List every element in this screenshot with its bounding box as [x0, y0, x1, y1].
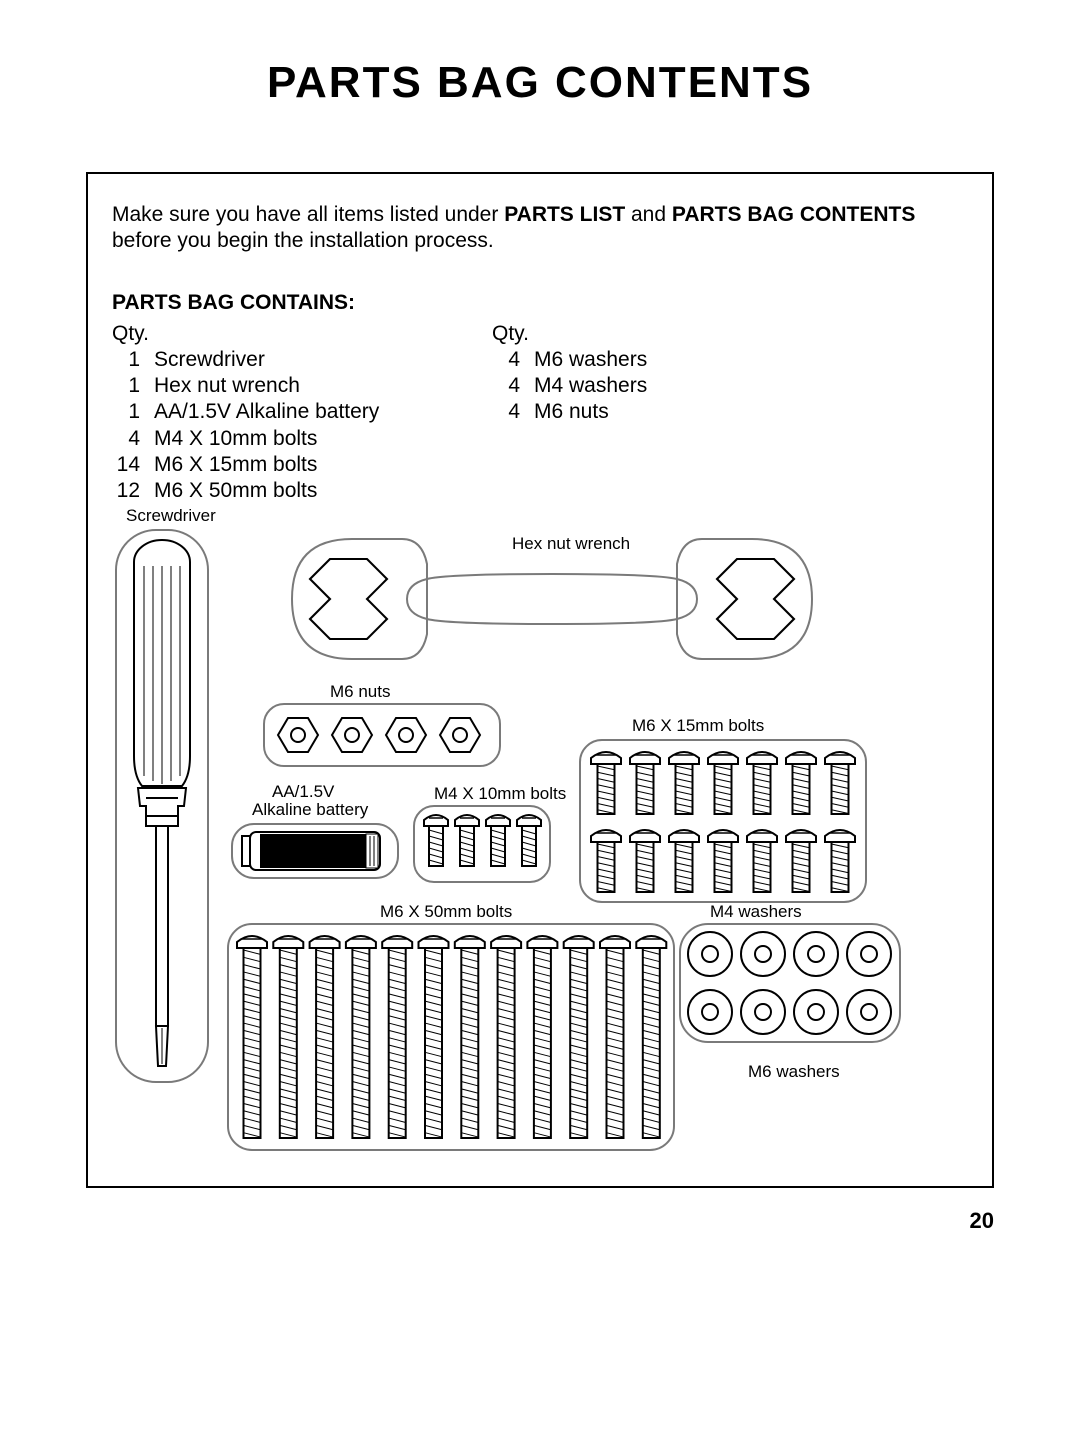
m6-50-bolts-icon — [226, 922, 676, 1152]
label-screwdriver: Screwdriver — [126, 506, 216, 526]
label-m4-bolts: M4 X 10mm bolts — [434, 784, 566, 804]
battery-icon — [230, 822, 400, 880]
label-m6-15-bolts: M6 X 15mm bolts — [632, 716, 764, 736]
page-number: 20 — [970, 1208, 994, 1234]
parts-col-1: Qty. 1Screwdriver 1Hex nut wrench 1AA/1.… — [112, 321, 492, 505]
list-item: 4M4 X 10mm bolts — [112, 426, 492, 452]
intro-mid: and — [625, 203, 672, 226]
list-item: 4M6 washers — [492, 347, 872, 373]
label-battery-2: Alkaline battery — [252, 800, 368, 820]
parts-lists: Qty. 1Screwdriver 1Hex nut wrench 1AA/1.… — [112, 321, 992, 505]
label-m6-washers: M6 washers — [748, 1062, 840, 1082]
list-item: 1AA/1.5V Alkaline battery — [112, 399, 492, 425]
washers-icon — [678, 922, 902, 1044]
section-label: PARTS BAG CONTAINS: — [112, 291, 992, 315]
m4-bolts-icon — [412, 804, 552, 884]
qty-header: Qty. — [492, 321, 534, 347]
parts-col-2: Qty. 4M6 washers 4M4 washers 4M6 nuts — [492, 321, 872, 505]
label-battery-1: AA/1.5V — [272, 782, 334, 802]
intro-text: Make sure you have all items listed unde… — [112, 202, 968, 255]
list-item: 1Hex nut wrench — [112, 373, 492, 399]
list-item: 12M6 X 50mm bolts — [112, 478, 492, 504]
content-box: Make sure you have all items listed unde… — [86, 172, 994, 1188]
qty-header: Qty. — [112, 321, 154, 347]
diagram-area: Screwdriver Hex nut wrench — [112, 506, 972, 1166]
label-m6-nuts: M6 nuts — [330, 682, 390, 702]
label-m6-50-bolts: M6 X 50mm bolts — [380, 902, 512, 922]
intro-bold1: PARTS LIST — [504, 203, 625, 226]
m6-15-bolts-icon — [578, 738, 868, 904]
m6-nuts-icon — [262, 702, 502, 768]
label-m4-washers: M4 washers — [710, 902, 802, 922]
list-item: 4M6 nuts — [492, 399, 872, 425]
screwdriver-icon — [112, 526, 212, 1086]
hex-wrench-icon — [272, 524, 832, 674]
page-title: PARTS BAG CONTENTS — [0, 58, 1080, 108]
intro-suffix: before you begin the installation proces… — [112, 229, 494, 252]
intro-prefix: Make sure you have all items listed unde… — [112, 203, 504, 226]
list-item: 14M6 X 15mm bolts — [112, 452, 492, 478]
list-item: 1Screwdriver — [112, 347, 492, 373]
intro-bold2: PARTS BAG CONTENTS — [672, 203, 915, 226]
list-item: 4M4 washers — [492, 373, 872, 399]
